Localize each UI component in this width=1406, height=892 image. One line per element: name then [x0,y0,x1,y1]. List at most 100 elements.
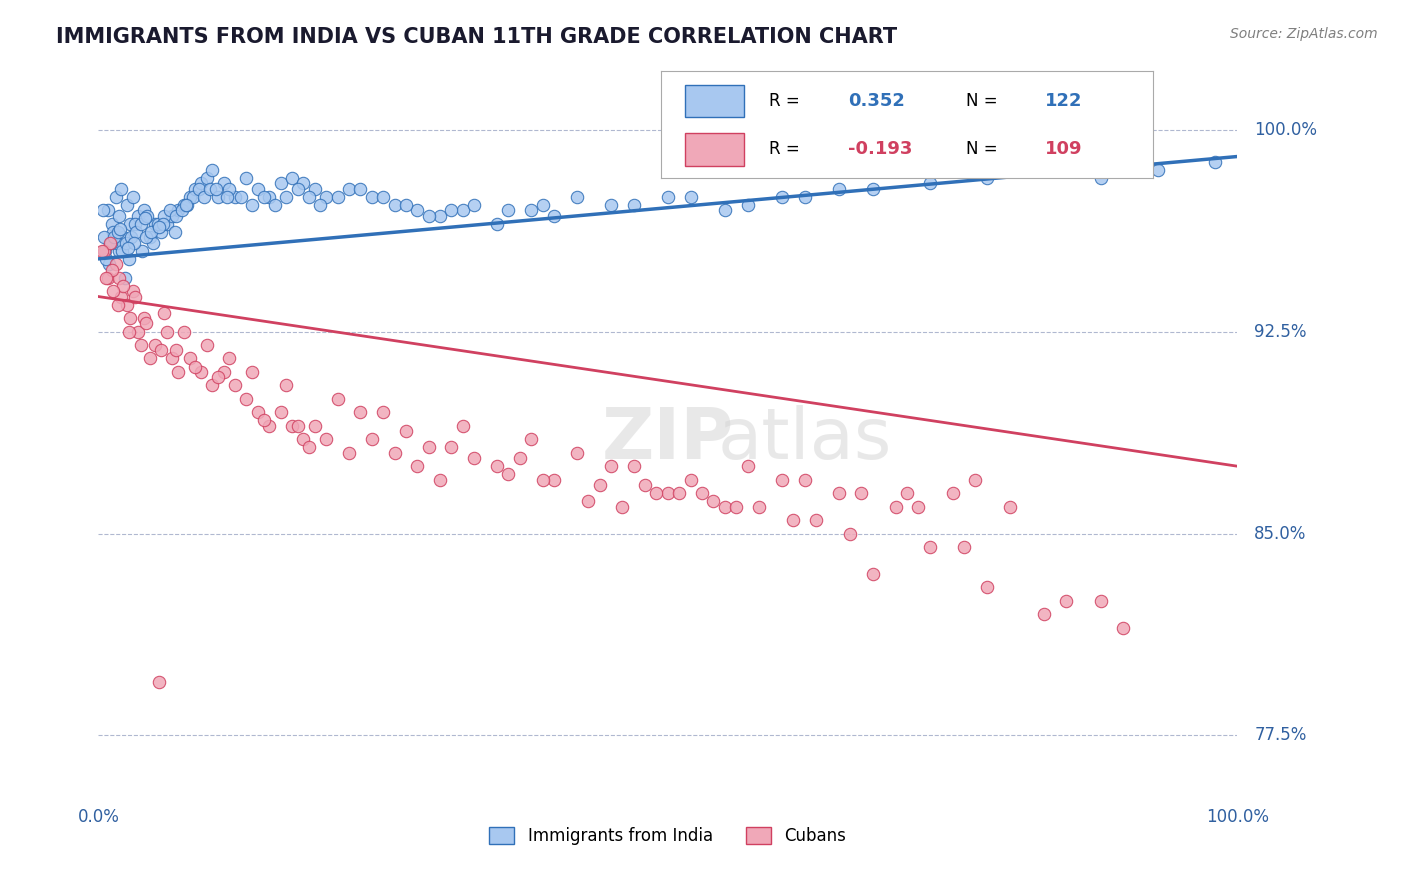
Point [134,211,156,226]
Point [150,225,173,239]
Text: 92.5%: 92.5% [1254,323,1306,341]
Point [115,298,138,312]
Point [195,338,218,352]
Point [153,306,176,320]
Point [132,311,155,326]
Point [384,446,406,460]
Point [111,244,134,258]
Point [96,270,118,285]
Point [118,325,141,339]
Point [181,190,204,204]
Point [679,473,702,487]
Point [107,298,129,312]
Point [965,473,987,487]
Point [576,494,599,508]
Point [204,182,226,196]
Text: 85.0%: 85.0% [1254,524,1306,542]
Point [918,177,941,191]
Point [153,209,176,223]
Point [896,486,918,500]
Point [543,473,565,487]
Point [793,473,815,487]
Point [657,190,679,204]
Point [770,473,793,487]
Point [690,486,713,500]
Point [418,209,440,223]
Point [360,190,382,204]
Point [218,182,240,196]
Point [520,203,543,218]
Point [179,190,201,204]
Point [498,467,520,482]
Point [229,190,252,204]
Point [108,209,131,223]
Point [509,451,531,466]
Point [1090,171,1112,186]
Point [287,418,309,433]
Point [97,257,120,271]
Point [98,235,121,250]
Point [132,203,155,218]
Point [120,311,142,326]
Point [96,270,118,285]
Point [167,203,190,218]
Point [190,365,212,379]
Point [498,203,520,218]
Text: 0.352: 0.352 [848,93,904,111]
Point [129,217,152,231]
Point [138,230,160,244]
Point [531,198,554,212]
Text: atlas: atlas [717,405,891,474]
Point [173,325,195,339]
Point [623,198,645,212]
Point [218,351,240,366]
Point [520,432,543,446]
Point [828,486,851,500]
Point [463,451,485,466]
Point [96,252,118,266]
Point [112,230,135,244]
Point [384,198,406,212]
Point [998,500,1021,514]
Point [115,198,138,212]
Point [117,241,139,255]
Point [862,182,884,196]
Point [127,325,149,339]
Point [163,225,186,239]
Point [108,244,131,258]
Point [349,405,371,419]
Point [118,252,141,266]
Point [124,289,146,303]
Point [108,270,131,285]
Point [406,459,429,474]
Point [112,278,135,293]
Point [105,235,128,250]
Point [103,230,125,244]
Point [207,190,229,204]
Point [714,500,737,514]
Point [235,392,257,406]
Point [634,478,657,492]
Point [600,198,623,212]
Point [259,190,281,204]
Point [270,405,292,419]
Point [145,217,167,231]
Point [918,540,941,554]
Point [1032,163,1054,178]
Point [451,203,474,218]
Point [94,244,117,258]
Point [224,190,246,204]
Point [418,441,440,455]
FancyBboxPatch shape [686,134,745,166]
Point [201,378,224,392]
Text: 100.0%: 100.0% [1254,120,1317,138]
Point [737,459,759,474]
Point [725,500,748,514]
Point [195,171,218,186]
Point [668,486,690,500]
Point [406,203,429,218]
Point [612,500,634,514]
Point [1090,594,1112,608]
Point [281,418,304,433]
Point [315,432,337,446]
